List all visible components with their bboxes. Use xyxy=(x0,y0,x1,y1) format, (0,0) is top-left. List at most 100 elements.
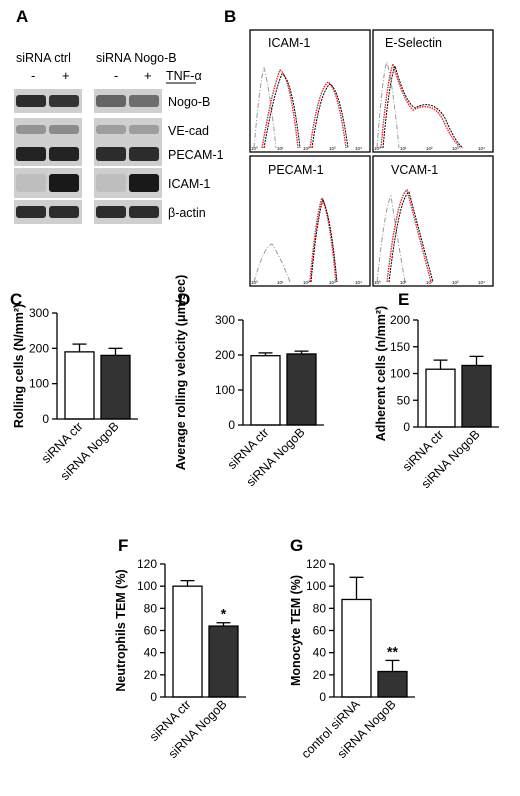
blot-band xyxy=(96,125,126,134)
blot-row-4: β-actin xyxy=(14,200,206,224)
blot-label-icam: ICAM-1 xyxy=(168,177,210,191)
bar xyxy=(64,351,95,420)
blot-band xyxy=(129,147,159,161)
histogram-frame xyxy=(249,29,371,153)
y-tick-label: 0 xyxy=(42,412,49,426)
y-axis-label: Rolling cells (N/mm²) xyxy=(12,304,26,428)
blot-band xyxy=(16,147,46,161)
blot-band xyxy=(129,174,159,192)
bar xyxy=(100,354,131,420)
y-tick-label: 300 xyxy=(29,306,49,320)
treatment-label: TNF-α xyxy=(166,69,202,83)
histogram-title: VCAM-1 xyxy=(391,163,438,177)
isotype-curve xyxy=(376,60,400,149)
lane-sign-4: + xyxy=(144,68,152,83)
bar xyxy=(461,364,492,428)
blot-label-pecam: PECAM-1 xyxy=(168,148,224,162)
panel-letter: G xyxy=(290,536,303,555)
panel-letter: C xyxy=(10,290,22,309)
histogram-eselectin: E-Selectin 10⁰ 10¹ 10² 10³ 10⁴ xyxy=(372,29,494,153)
y-tick-label: 100 xyxy=(137,579,157,593)
histogram-frame xyxy=(249,155,371,287)
blot-row-0: Nogo-B xyxy=(14,89,210,113)
y-tick-label: 120 xyxy=(306,557,326,571)
axis-tick: 10⁴ xyxy=(355,146,362,151)
bar xyxy=(341,598,372,698)
lane-sign-2: + xyxy=(62,68,70,83)
lane-sign-3: - xyxy=(114,68,118,83)
panel-letter-a: A xyxy=(16,7,28,26)
blot-band xyxy=(49,125,79,134)
blot-band xyxy=(16,206,46,218)
black-curve xyxy=(311,83,349,149)
axis-tick: 10³ xyxy=(452,146,459,151)
y-tick-label: 60 xyxy=(313,624,327,638)
blot-band xyxy=(96,206,126,218)
y-tick-label: 200 xyxy=(390,313,410,327)
group-label-nogob: siRNA Nogo-B xyxy=(96,51,177,65)
panel-letter: E xyxy=(398,290,409,309)
isotype-curve xyxy=(253,243,291,283)
y-axis-label: Adherent cells (n/mm²) xyxy=(374,306,388,441)
y-tick-label: 100 xyxy=(306,579,326,593)
y-tick-label: 100 xyxy=(390,367,410,381)
y-tick-label: 0 xyxy=(228,418,235,432)
bar xyxy=(377,670,408,698)
red-curve xyxy=(386,188,432,283)
bar xyxy=(286,353,317,426)
y-tick-label: 0 xyxy=(319,690,326,704)
y-axis-label: Monocyte TEM (%) xyxy=(289,575,303,686)
bar-panel-d: D 0 100 200 300 Average rolling velocity (μm/… xyxy=(174,275,324,489)
y-tick-label: 20 xyxy=(144,668,158,682)
y-tick-label: 100 xyxy=(29,377,49,391)
blot-label-nogob: Nogo-B xyxy=(168,95,210,109)
axis-tick: 10² xyxy=(426,146,433,151)
axis-tick: 10⁰ xyxy=(374,280,381,285)
blot-band xyxy=(129,125,159,134)
axis-tick: 10¹ xyxy=(277,146,284,151)
y-tick-label: 20 xyxy=(313,668,327,682)
axis-tick: 10⁰ xyxy=(251,146,258,151)
blot-label-actin: β-actin xyxy=(168,206,206,220)
histogram-frame xyxy=(372,29,494,153)
histogram-frame xyxy=(372,155,494,287)
black-curve xyxy=(382,64,464,149)
red-curve xyxy=(309,195,337,283)
blot-band xyxy=(16,174,46,192)
axis-tick: 10⁴ xyxy=(478,146,485,151)
lane-sign-1: - xyxy=(31,68,35,83)
y-tick-label: 0 xyxy=(403,420,410,434)
y-tick-label: 100 xyxy=(215,383,235,397)
blot-band xyxy=(49,174,79,192)
y-tick-label: 80 xyxy=(144,601,158,615)
y-tick-label: 80 xyxy=(313,601,327,615)
bar xyxy=(172,585,203,698)
axis-tick: 10¹ xyxy=(400,280,407,285)
y-tick-label: 200 xyxy=(29,341,49,355)
histogram-title: PECAM-1 xyxy=(268,163,324,177)
y-axis-label: Neutrophils TEM (%) xyxy=(114,569,128,691)
histogram-icam1: ICAM-1 10⁰ 10¹ 10² 10³ 10⁴ xyxy=(249,29,371,153)
red-curve xyxy=(380,61,462,149)
isotype-curve xyxy=(253,66,277,149)
axis-tick: 10³ xyxy=(329,280,336,285)
blot-band xyxy=(96,95,126,107)
axis-tick: 10⁴ xyxy=(355,280,362,285)
histogram-title: E-Selectin xyxy=(385,36,442,50)
y-tick-label: 120 xyxy=(137,557,157,571)
axis-tick: 10² xyxy=(303,146,310,151)
panel-letter-b: B xyxy=(224,7,236,26)
black-curve xyxy=(388,191,434,283)
axis-tick: 10¹ xyxy=(277,280,284,285)
axis-tick: 10⁰ xyxy=(251,280,258,285)
histogram-title: ICAM-1 xyxy=(268,36,310,50)
isotype-curve xyxy=(376,194,406,283)
histogram-vcam1: VCAM-1 10⁰ 10¹ 10² 10³ 10⁴ xyxy=(372,155,494,287)
axis-tick: 10³ xyxy=(329,146,336,151)
